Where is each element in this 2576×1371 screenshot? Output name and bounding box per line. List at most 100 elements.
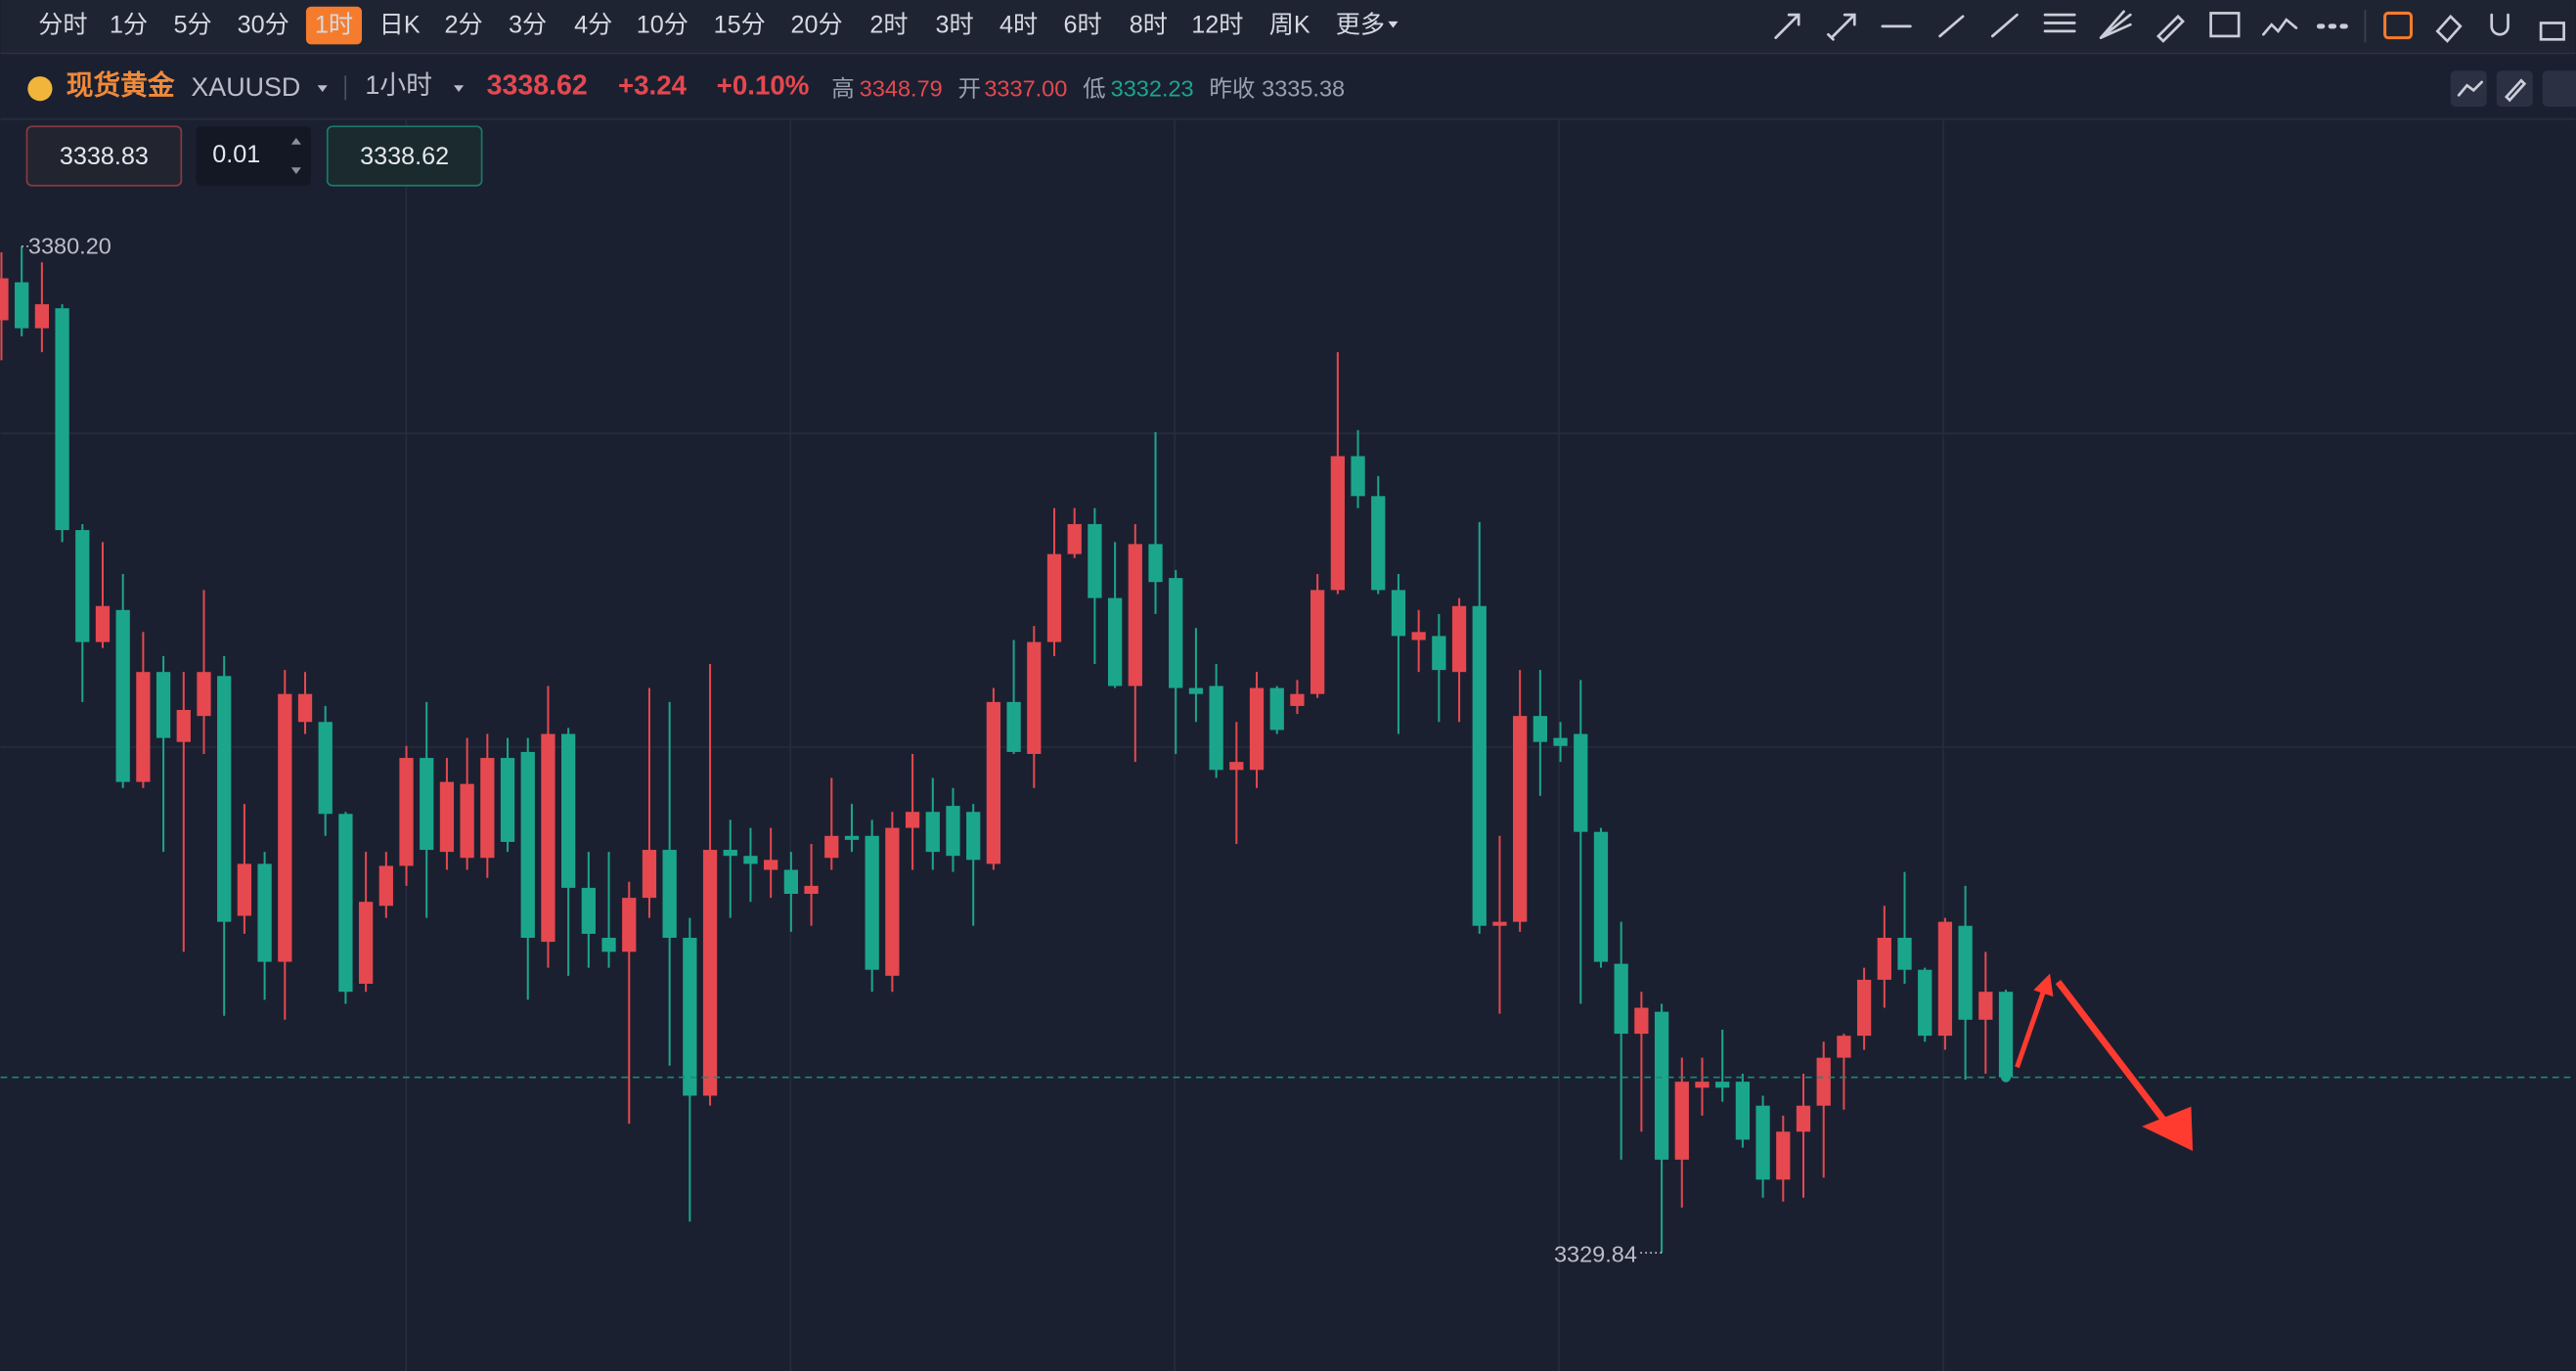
drawing-tools[interactable]	[1774, 10, 2565, 43]
candle-body	[1776, 1131, 1791, 1180]
period-tab[interactable]: 2分	[445, 12, 483, 39]
candle-body	[783, 869, 799, 895]
candle-body	[338, 814, 353, 993]
candle-body	[115, 609, 130, 782]
period-tab[interactable]: 分时	[38, 12, 87, 39]
qty-value[interactable]: 0.01	[212, 141, 260, 168]
candle-body	[358, 902, 374, 985]
candle-body	[1290, 693, 1305, 706]
candle-body	[986, 701, 1001, 864]
sell-price[interactable]: 3338.83	[60, 143, 149, 170]
tool-icon[interactable]	[2539, 22, 2565, 41]
period-tab[interactable]: 30分	[238, 12, 289, 39]
chart-tools[interactable]	[2450, 70, 2576, 108]
last-price: 3338.62	[487, 70, 588, 102]
stat-label: 开	[958, 76, 982, 102]
stat-value: 3337.00	[984, 76, 1067, 102]
period-active-bg[interactable]	[305, 6, 363, 45]
toolbar-bg	[0, 0, 2576, 53]
candle-body	[1107, 597, 1123, 686]
period-tab[interactable]: 更多	[1336, 12, 1385, 39]
tool-button[interactable]	[2450, 70, 2487, 108]
candle-body	[1532, 716, 1548, 742]
candle-body	[601, 938, 616, 952]
candle-body	[136, 672, 151, 782]
tool-icon[interactable]	[2043, 13, 2076, 33]
buy-button[interactable]	[326, 125, 483, 187]
candle-body	[723, 850, 737, 857]
tool-icon[interactable]	[2209, 12, 2241, 38]
tool-icon[interactable]	[1827, 13, 1856, 41]
candle-body	[1856, 979, 1872, 1037]
candle-body	[176, 710, 191, 742]
buy-price[interactable]: 3338.62	[360, 143, 449, 170]
candle-body	[925, 812, 940, 853]
tool-icon[interactable]	[2155, 14, 2185, 43]
candle-body	[1674, 1082, 1689, 1160]
tool-icon[interactable]	[2383, 11, 2413, 40]
period-tab[interactable]: 12时	[1191, 12, 1243, 39]
tool-icon[interactable]	[2435, 14, 2463, 43]
candle-body	[1654, 1011, 1669, 1160]
period-tab[interactable]: 6时	[1064, 12, 1102, 39]
tool-icon[interactable]	[2490, 13, 2509, 36]
candle-body	[1816, 1057, 1831, 1106]
arrow-head	[2142, 1106, 2194, 1152]
candle-body	[1553, 737, 1568, 746]
candle-body	[1027, 641, 1042, 754]
candle-body	[1088, 523, 1102, 598]
period-tab[interactable]: 3时	[936, 12, 974, 39]
candle-body	[764, 860, 778, 870]
tool-icon[interactable]	[2504, 78, 2527, 103]
candle-body	[1229, 762, 1244, 771]
period-tab[interactable]: 2时	[869, 12, 908, 39]
period-tab[interactable]: 15分	[714, 12, 766, 39]
candle-body	[885, 827, 900, 976]
candle-body	[1128, 544, 1142, 686]
candle-body	[1351, 456, 1365, 497]
period-tab[interactable]: 1分	[110, 12, 148, 39]
period-tab[interactable]: 20分	[791, 12, 843, 39]
period-tab[interactable]: 5分	[173, 12, 211, 39]
arrow-head	[2033, 973, 2054, 997]
candle-body	[95, 605, 111, 642]
sell-button[interactable]	[25, 125, 183, 187]
period-tab[interactable]: 4分	[574, 12, 612, 39]
tool-button[interactable]	[2542, 70, 2576, 108]
period-tab[interactable]: 周K	[1269, 12, 1310, 39]
candle-body	[1614, 963, 1628, 1035]
candle-body	[804, 885, 819, 895]
candle-body	[642, 850, 657, 899]
symbol-name[interactable]: 现货黄金	[67, 69, 175, 100]
tool-icon[interactable]	[1990, 13, 2019, 38]
interval[interactable]: 1小时	[365, 70, 432, 100]
candle-body	[439, 781, 455, 853]
candle-body	[1310, 590, 1325, 694]
candle-body	[399, 758, 414, 866]
tool-icon[interactable]	[2099, 10, 2132, 39]
qty-input[interactable]	[196, 126, 311, 186]
stat-label: 低	[1083, 76, 1106, 102]
period-tab[interactable]: 3分	[509, 12, 547, 39]
candle-body	[1006, 701, 1021, 752]
candle-body	[1958, 925, 1973, 1020]
candle-body	[622, 898, 637, 952]
candle-body	[561, 733, 576, 888]
period-tab[interactable]: 4时	[999, 12, 1038, 39]
period-tab[interactable]: 1时	[315, 12, 353, 39]
tool-icon[interactable]	[1774, 13, 1800, 39]
candle-body	[1169, 578, 1183, 688]
symbol-code[interactable]: XAUUSD	[191, 72, 300, 102]
period-tab[interactable]: 10分	[637, 12, 688, 39]
candle-body	[905, 812, 920, 828]
period-tab[interactable]: 8时	[1130, 12, 1168, 39]
period-tab[interactable]: 日K	[379, 12, 421, 39]
candle-body	[1877, 938, 1891, 980]
tool-icon[interactable]	[1938, 15, 1965, 38]
tool-icon[interactable]	[2262, 18, 2298, 36]
tool-icon[interactable]	[2457, 80, 2484, 97]
candle-body	[1695, 1082, 1710, 1088]
candle-body	[824, 835, 839, 859]
candle-body	[1330, 456, 1345, 591]
